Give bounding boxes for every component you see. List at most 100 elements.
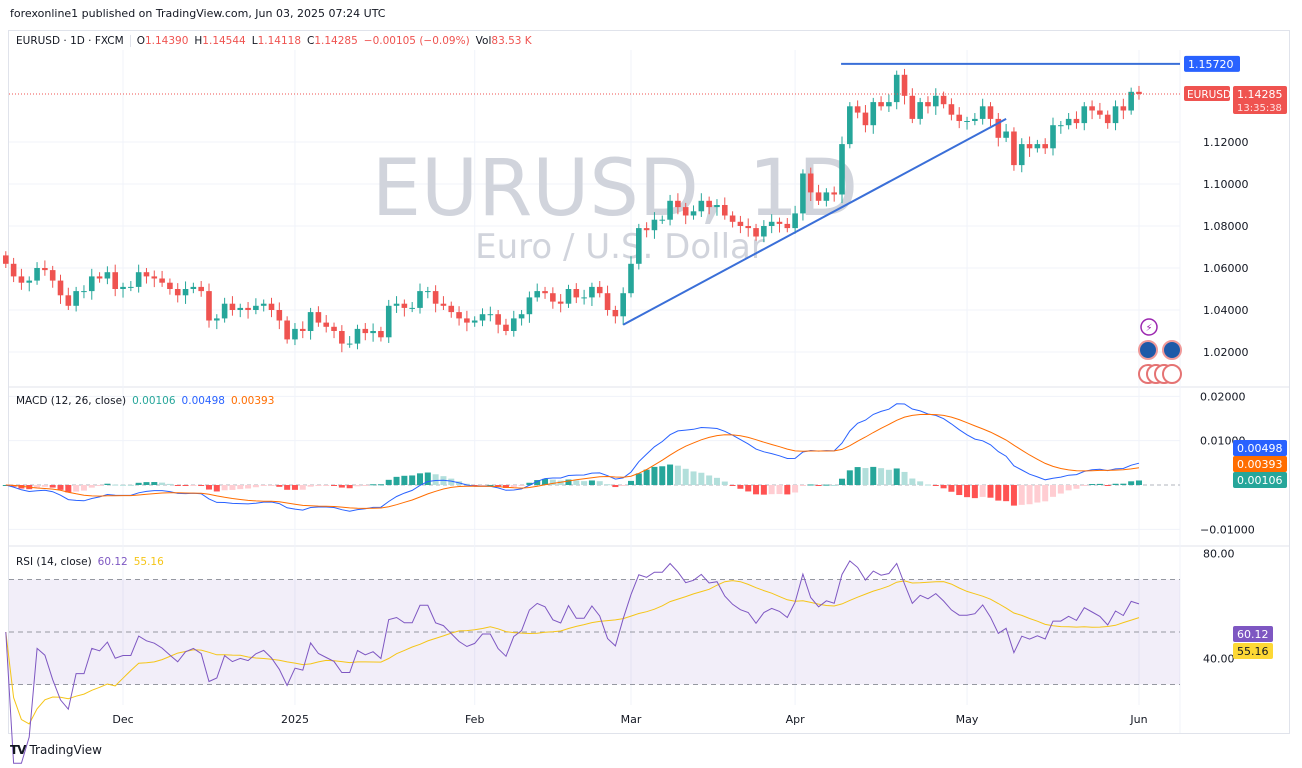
macd-axis-tick: 0.02000 bbox=[1200, 390, 1246, 403]
macd-histogram-bar bbox=[581, 481, 588, 485]
macd-histogram-bar bbox=[80, 485, 87, 491]
macd-histogram-bar bbox=[854, 467, 861, 485]
candle-body bbox=[448, 305, 455, 313]
candle-body bbox=[815, 192, 822, 201]
rsi-line bbox=[5, 560, 1140, 764]
macd-histogram-bar bbox=[956, 485, 963, 496]
macd-value-label: 0.00106 bbox=[1237, 474, 1283, 487]
macd-histogram-bar bbox=[940, 485, 947, 489]
macd-histogram-bar bbox=[1010, 485, 1017, 506]
macd-histogram-bar bbox=[776, 485, 783, 495]
horizontal-line-label: 1.15720 bbox=[1188, 58, 1234, 71]
macd-histogram-bar bbox=[1073, 485, 1080, 489]
macd-histogram-bar bbox=[698, 472, 705, 485]
candle-body bbox=[612, 310, 619, 317]
rsi-axis-tick: 80.00 bbox=[1203, 547, 1235, 560]
candle-body bbox=[18, 276, 25, 283]
macd-histogram-bar bbox=[1050, 485, 1057, 497]
macd-value-label-bg bbox=[1233, 456, 1287, 472]
macd-histogram-bar bbox=[1096, 483, 1103, 485]
macd-histogram-bar bbox=[604, 484, 611, 486]
tradingview-footer[interactable]: TV TradingView bbox=[10, 743, 102, 757]
candle-body bbox=[940, 95, 947, 105]
candle-body bbox=[745, 226, 752, 229]
macd-histogram-bar bbox=[643, 469, 650, 485]
watermark-subtitle: Euro / U.S. Dollar bbox=[475, 227, 765, 267]
macd-histogram-bar bbox=[370, 484, 377, 486]
candle-body bbox=[721, 205, 728, 216]
macd-histogram-bar bbox=[885, 469, 892, 485]
volume-label: Vol bbox=[475, 35, 492, 47]
macd-histogram-bar bbox=[1089, 484, 1096, 486]
candle-body bbox=[229, 303, 236, 310]
macd-value-label-bg bbox=[1233, 440, 1287, 456]
macd-histogram-bar bbox=[221, 485, 228, 491]
close-value: 1.14285 bbox=[314, 35, 358, 47]
macd-histogram-bar bbox=[41, 485, 48, 487]
macd-histogram-bar bbox=[346, 485, 353, 489]
candle-body bbox=[1011, 131, 1017, 166]
symbol-legend: EURUSD · 1D · FXCM O1.14390 H1.14544 L1.… bbox=[16, 33, 532, 49]
macd-histogram-bar bbox=[971, 485, 978, 499]
candle-body bbox=[393, 303, 400, 306]
macd-histogram-bar bbox=[674, 465, 681, 485]
candle-body bbox=[339, 331, 345, 344]
price-axis-tick: 1.04000 bbox=[1203, 304, 1249, 317]
candle-body bbox=[893, 74, 900, 103]
candle-body bbox=[120, 286, 126, 289]
macd-histogram-bar bbox=[995, 485, 1002, 501]
macd-histogram-bar bbox=[252, 485, 259, 488]
candle-body bbox=[143, 272, 150, 277]
candle-body bbox=[901, 74, 908, 96]
macd-histogram-bar bbox=[799, 485, 806, 486]
macd-histogram-bar bbox=[839, 478, 846, 485]
macd-histogram-bar bbox=[565, 479, 572, 485]
candle-body bbox=[925, 102, 931, 107]
candle-body bbox=[932, 95, 939, 107]
time-axis-tick: May bbox=[956, 713, 979, 726]
candle-body bbox=[526, 297, 533, 315]
macd-histogram-bar bbox=[338, 485, 345, 488]
price-axis-tick: 1.10000 bbox=[1203, 178, 1249, 191]
macd-histogram-bar bbox=[143, 482, 150, 485]
macd-legend[interactable]: MACD (12, 26, close) 0.00106 0.00498 0.0… bbox=[16, 395, 274, 407]
candle-body bbox=[190, 286, 197, 289]
price-axis-tick: 1.12000 bbox=[1203, 136, 1249, 149]
candle-body bbox=[628, 263, 634, 294]
symbol-name[interactable]: EURUSD · 1D · FXCM bbox=[16, 35, 131, 47]
flash-event-icon: ⚡ bbox=[1145, 323, 1152, 334]
macd-value-label-bg bbox=[1233, 472, 1287, 488]
candle-body bbox=[362, 328, 369, 334]
macd-histogram-bar bbox=[362, 485, 369, 486]
macd-histogram-bar bbox=[268, 485, 275, 486]
candle-body bbox=[870, 102, 877, 126]
macd-histogram-bar bbox=[893, 468, 900, 485]
macd-histogram-bar bbox=[510, 485, 517, 488]
macd-histogram-bar bbox=[260, 485, 267, 486]
macd-histogram-bar bbox=[401, 475, 408, 485]
rsi-legend[interactable]: RSI (14, close) 60.12 55.16 bbox=[16, 556, 164, 568]
candle-body bbox=[1128, 91, 1134, 111]
rsi-value: 60.12 bbox=[97, 556, 128, 568]
macd-histogram-bar bbox=[198, 485, 205, 486]
candle-body bbox=[878, 102, 884, 107]
candle-body bbox=[1089, 106, 1095, 111]
candle-body bbox=[659, 219, 666, 221]
candle-body bbox=[714, 205, 720, 208]
macd-histogram-bar bbox=[760, 485, 767, 495]
candle-body bbox=[401, 303, 408, 308]
macd-histogram-bar bbox=[635, 473, 642, 485]
macd-histogram-bar bbox=[354, 485, 361, 487]
candle-body bbox=[948, 104, 955, 115]
macd-histogram-bar bbox=[448, 478, 455, 485]
candle-body bbox=[847, 106, 853, 145]
candle-body bbox=[667, 200, 673, 220]
macd-histogram-bar bbox=[1034, 485, 1041, 503]
brand-name: TradingView bbox=[29, 743, 102, 757]
candle-body bbox=[1097, 110, 1103, 115]
rsi-axis-tick: 40.00 bbox=[1203, 652, 1235, 665]
candle-body bbox=[956, 114, 963, 121]
candle-body bbox=[690, 211, 697, 216]
candle-body bbox=[112, 272, 119, 289]
